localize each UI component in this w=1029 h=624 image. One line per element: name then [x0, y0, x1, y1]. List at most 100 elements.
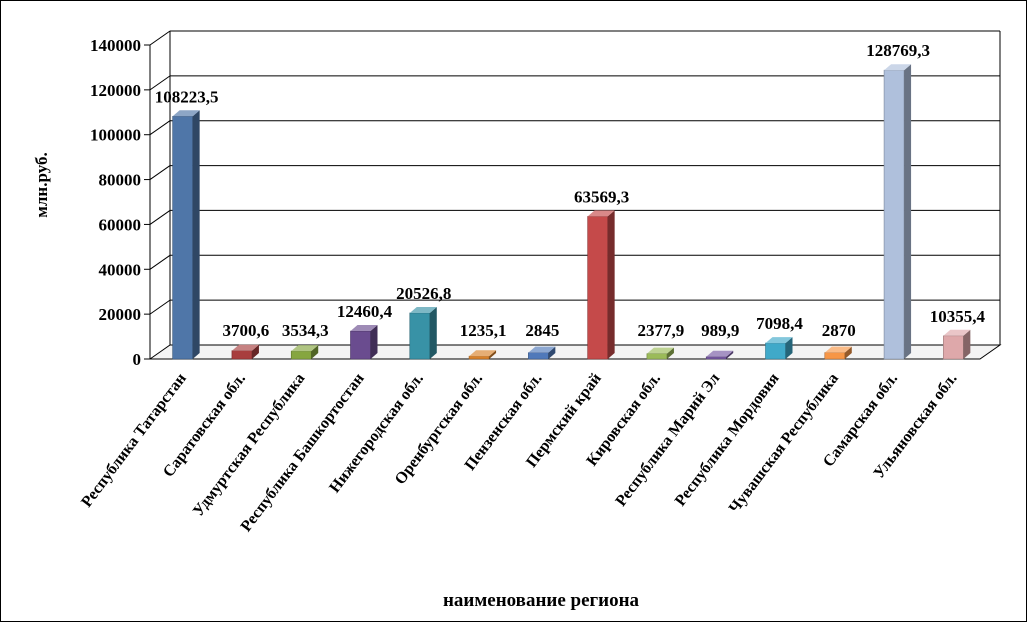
- gridlines: [144, 30, 1001, 360]
- floor-plane: [148, 344, 1002, 360]
- bar: [468, 350, 497, 360]
- chart-floor: [148, 344, 1002, 360]
- value-label: 63569,3: [574, 187, 629, 206]
- bar-side: [370, 325, 378, 359]
- bar: [409, 306, 437, 360]
- y-tick-label: 140000: [90, 36, 141, 55]
- bar-front: [765, 342, 786, 360]
- bar-top: [350, 325, 378, 332]
- gridline-diagonal: [149, 75, 171, 91]
- bar: [646, 347, 674, 360]
- bar-front: [528, 352, 549, 360]
- y-tick-label: 80000: [99, 171, 142, 190]
- bar-front: [290, 350, 312, 360]
- category-label: Чувашская Республика: [726, 370, 842, 516]
- bar-top: [706, 350, 734, 357]
- category-label: Республика Мордовия: [672, 370, 783, 510]
- bar-top: [646, 347, 674, 354]
- gridline-diagonal: [149, 210, 171, 225]
- bar: [824, 346, 852, 360]
- bar: [350, 325, 378, 360]
- category-label: Республика Татарстан: [78, 370, 190, 510]
- value-label: 3534,3: [282, 321, 329, 340]
- value-label: 7098,4: [756, 314, 803, 333]
- gridline-diagonal: [149, 299, 171, 315]
- bar: [231, 344, 259, 360]
- gridline-diagonal: [149, 30, 171, 46]
- y-axis-label: млн.руб.: [32, 152, 51, 217]
- value-label: 2377,9: [638, 321, 685, 340]
- gridline-diagonal: [149, 254, 171, 270]
- bar: [705, 350, 734, 360]
- value-label: 1235,1: [460, 321, 507, 340]
- bar-top: [409, 306, 437, 313]
- bar-top: [469, 350, 497, 357]
- category-label: Республика Марий Эл: [612, 370, 723, 509]
- bar-top: [291, 345, 319, 352]
- bar-side: [904, 64, 912, 360]
- bar-top: [172, 110, 200, 117]
- bar-side: [607, 210, 615, 359]
- bar-front: [705, 356, 727, 360]
- bar: [943, 329, 971, 360]
- bar-top: [884, 64, 912, 71]
- bar-side: [548, 346, 556, 359]
- category-label: Республика Башкортостан: [238, 370, 368, 535]
- bar-side: [311, 345, 319, 359]
- value-label: 2870: [822, 321, 856, 340]
- bar-side: [726, 350, 734, 359]
- bar: [765, 337, 793, 360]
- value-label: 12460,4: [337, 302, 393, 321]
- bar-front: [824, 352, 846, 360]
- bar-front: [646, 353, 668, 360]
- bars: [172, 64, 971, 360]
- bar-side: [785, 337, 793, 359]
- bar-front: [943, 335, 964, 360]
- bar-front: [883, 69, 905, 360]
- bar-top: [943, 329, 971, 336]
- bar-front: [468, 355, 490, 360]
- bar-side: [192, 110, 200, 360]
- bar: [883, 64, 912, 360]
- y-tick-label: 60000: [99, 215, 142, 234]
- value-label: 989,9: [701, 321, 739, 340]
- bar-front: [231, 350, 253, 360]
- bar-side: [666, 347, 674, 359]
- value-label: 10355,4: [930, 307, 986, 326]
- bar-side: [844, 346, 852, 359]
- bar-top: [528, 346, 556, 353]
- bar: [290, 345, 319, 360]
- bar-top: [231, 344, 259, 351]
- value-label: 3700,6: [223, 321, 270, 340]
- x-axis-label: наименование региона: [443, 590, 640, 611]
- bar: [172, 110, 200, 360]
- value-label: 108223,5: [155, 87, 219, 106]
- value-label: 20526,8: [396, 284, 451, 303]
- bar-side: [251, 344, 259, 359]
- bar-front: [409, 312, 431, 360]
- y-tick-labels: 0 20000 40000 60000 80000 100000 120000 140000: [90, 36, 141, 369]
- bar-top: [765, 337, 793, 344]
- gridline-diagonal: [149, 120, 171, 136]
- y-tick-label: 100000: [90, 126, 141, 145]
- bar-front: [172, 115, 193, 360]
- category-label: Удмуртская Республика: [190, 370, 309, 520]
- bar: [587, 210, 615, 360]
- bar: [528, 346, 556, 360]
- y-tick-label: 20000: [99, 305, 142, 324]
- bar-top: [587, 210, 615, 217]
- bar-front: [350, 330, 371, 360]
- y-tick-label: 120000: [90, 81, 141, 100]
- bar-top: [824, 346, 852, 353]
- value-label: 2845: [525, 321, 559, 340]
- gridline-diagonal: [149, 165, 171, 180]
- y-tick-label: 40000: [99, 260, 142, 279]
- bar-side: [963, 329, 971, 359]
- bar-front: [587, 216, 608, 360]
- bar-side: [429, 306, 437, 359]
- bar-side: [489, 350, 497, 359]
